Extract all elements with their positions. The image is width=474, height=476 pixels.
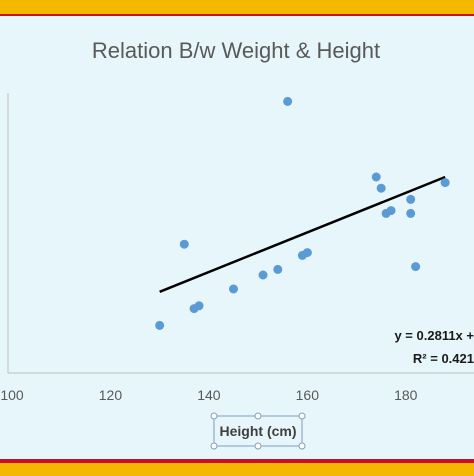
- data-point: [258, 270, 268, 280]
- data-point: [386, 206, 396, 216]
- bottom-banner: [0, 461, 474, 476]
- data-point: [194, 301, 204, 311]
- r-squared-label: R² = 0.421: [413, 351, 474, 366]
- selection-handle[interactable]: [254, 442, 262, 450]
- x-tick-label: 180: [394, 387, 418, 403]
- data-point: [406, 194, 416, 204]
- data-point: [411, 262, 421, 272]
- trendline: [159, 175, 446, 293]
- selection-handle[interactable]: [298, 412, 306, 420]
- selection-handle[interactable]: [210, 412, 218, 420]
- data-point: [371, 172, 381, 182]
- x-tick-label: 100: [0, 387, 24, 403]
- selection-handle[interactable]: [210, 442, 218, 450]
- selection-handle[interactable]: [254, 412, 262, 420]
- chart-area: Relation B/w Weight & Height 100 120 140 16…: [0, 16, 474, 459]
- data-point: [179, 239, 189, 249]
- regression-equation: y = 0.2811x +: [394, 328, 474, 343]
- x-tick-label: 120: [99, 387, 123, 403]
- x-axis-title[interactable]: Height (cm): [210, 412, 306, 450]
- chart-title: Relation B/w Weight & Height: [92, 38, 380, 63]
- data-point: [283, 96, 293, 106]
- x-axis-label: Height (cm): [220, 423, 297, 439]
- x-tick-labels: 100 120 140 160 180: [0, 387, 417, 403]
- x-tick-label: 140: [197, 387, 221, 403]
- scatter-chart: Relation B/w Weight & Height 100 120 140 16…: [0, 38, 474, 450]
- data-point: [273, 264, 283, 274]
- x-tick-label: 160: [296, 387, 320, 403]
- data-points: [155, 96, 450, 330]
- data-point: [302, 248, 312, 258]
- data-point: [229, 284, 238, 294]
- data-point: [406, 208, 416, 218]
- trendline-layer: [159, 175, 446, 293]
- top-banner: [0, 0, 474, 16]
- data-point: [376, 183, 386, 193]
- data-point: [155, 320, 165, 330]
- selection-handle[interactable]: [298, 442, 306, 450]
- data-point: [440, 178, 450, 188]
